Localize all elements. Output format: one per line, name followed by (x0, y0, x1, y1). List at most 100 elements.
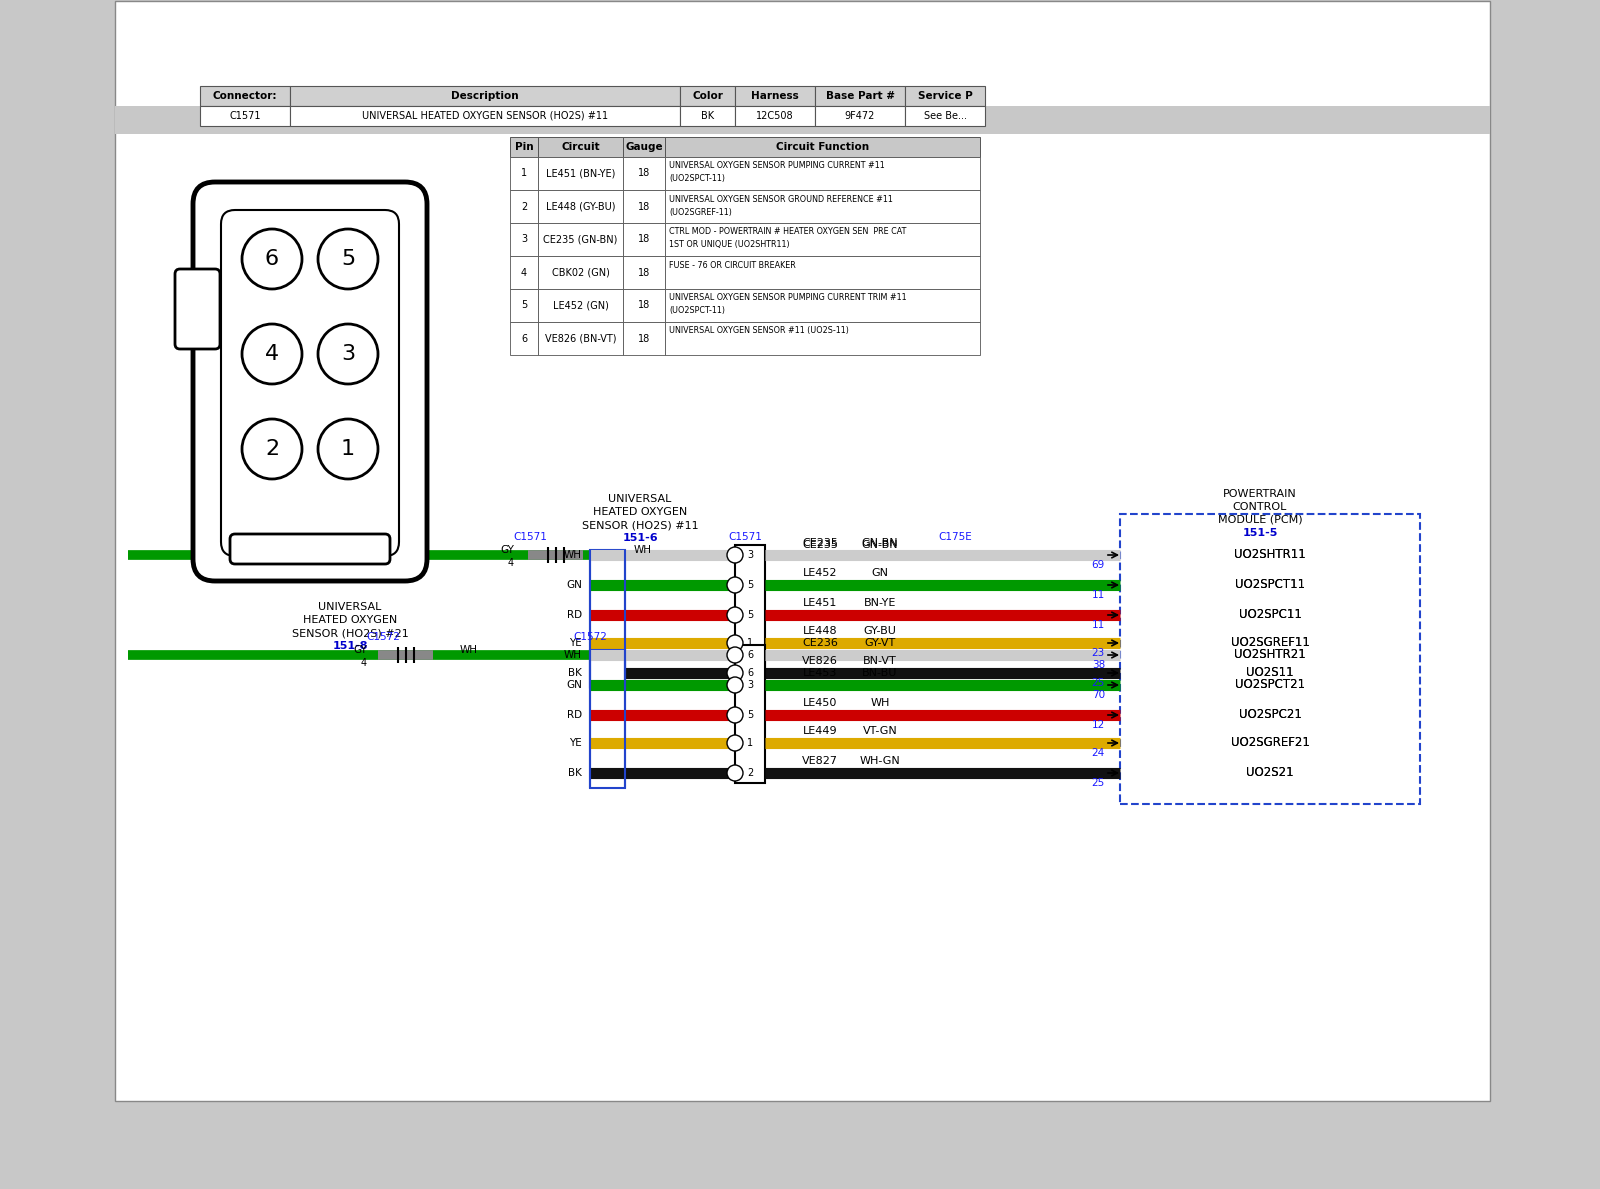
Text: 1: 1 (747, 738, 754, 748)
Text: GN-BN: GN-BN (862, 537, 898, 548)
Bar (115, 106, 1490, 134)
Text: 3: 3 (341, 344, 355, 364)
Bar (622, 137, 666, 157)
Text: 38: 38 (1091, 660, 1106, 669)
Bar (510, 256, 538, 289)
Text: GN-BN: GN-BN (862, 540, 898, 551)
Bar (622, 256, 666, 289)
Bar (538, 256, 622, 289)
Circle shape (726, 765, 742, 781)
Text: BK: BK (568, 768, 582, 778)
Bar (510, 289, 538, 322)
Text: UO2SHTR21: UO2SHTR21 (1234, 648, 1306, 661)
Circle shape (726, 665, 742, 681)
Text: (UO2SPCT-11): (UO2SPCT-11) (669, 307, 725, 315)
Bar (666, 224, 979, 256)
Bar (734, 545, 765, 682)
Text: CE235 (GN-BN): CE235 (GN-BN) (544, 234, 618, 245)
Bar (734, 644, 765, 784)
Bar (115, 1, 1490, 1101)
Text: 70: 70 (1091, 690, 1106, 700)
Text: UO2SGREF21: UO2SGREF21 (1230, 736, 1309, 749)
Text: C1572: C1572 (573, 633, 606, 642)
Text: 5: 5 (747, 710, 754, 721)
Text: 1ST OR UNIQUE (UO2SHTR11): 1ST OR UNIQUE (UO2SHTR11) (669, 240, 790, 250)
Bar (666, 137, 979, 157)
Text: GY: GY (501, 545, 514, 555)
Text: UO2SPCT11: UO2SPCT11 (1235, 579, 1306, 591)
Text: 18: 18 (638, 234, 650, 245)
Bar (622, 224, 666, 256)
Bar (200, 106, 290, 126)
Text: 23: 23 (1091, 648, 1106, 658)
Text: 2: 2 (266, 439, 278, 459)
Text: 3: 3 (747, 551, 754, 560)
Bar (538, 322, 622, 356)
Text: 2: 2 (747, 768, 754, 778)
Text: UNIVERSAL OXYGEN SENSOR PUMPING CURRENT TRIM #11: UNIVERSAL OXYGEN SENSOR PUMPING CURRENT … (669, 294, 907, 302)
Text: GY-BU: GY-BU (864, 625, 896, 636)
Bar (1120, 514, 1421, 804)
FancyBboxPatch shape (221, 210, 398, 556)
Text: HEATED OXYGEN: HEATED OXYGEN (302, 615, 397, 625)
Text: VE826: VE826 (802, 656, 838, 666)
Text: UO2SHTR21: UO2SHTR21 (1234, 648, 1306, 661)
Text: 25: 25 (1091, 678, 1106, 688)
Text: 1: 1 (747, 638, 754, 648)
Bar (290, 86, 680, 106)
Text: 5: 5 (522, 301, 526, 310)
Text: GN: GN (872, 568, 888, 578)
Text: UO2S21: UO2S21 (1246, 767, 1294, 780)
Text: BN-YE: BN-YE (864, 598, 896, 608)
Circle shape (726, 635, 742, 652)
Text: LE452 (GN): LE452 (GN) (552, 301, 608, 310)
Bar (538, 190, 622, 224)
Text: C1571: C1571 (728, 531, 762, 542)
Bar (814, 86, 906, 106)
Text: GY-VT: GY-VT (864, 638, 896, 648)
Text: 1: 1 (341, 439, 355, 459)
Bar (814, 106, 906, 126)
Text: CBK02 (GN): CBK02 (GN) (552, 268, 610, 277)
Text: Harness: Harness (750, 92, 798, 101)
Text: LE453: LE453 (803, 668, 837, 678)
Circle shape (726, 677, 742, 693)
Text: UNIVERSAL: UNIVERSAL (608, 493, 672, 504)
Text: LE451 (BN-YE): LE451 (BN-YE) (546, 169, 614, 178)
Text: CE236: CE236 (802, 638, 838, 648)
Text: UNIVERSAL HEATED OXYGEN SENSOR (HO2S) #11: UNIVERSAL HEATED OXYGEN SENSOR (HO2S) #1… (362, 111, 608, 121)
Text: 4: 4 (522, 268, 526, 277)
Circle shape (726, 735, 742, 751)
Circle shape (242, 323, 302, 384)
Circle shape (318, 323, 378, 384)
Bar (622, 157, 666, 190)
Text: 6: 6 (266, 249, 278, 269)
Text: UO2S21: UO2S21 (1246, 767, 1294, 780)
Bar (622, 190, 666, 224)
Text: WH: WH (563, 650, 582, 660)
Text: BK: BK (568, 668, 582, 678)
Text: Circuit: Circuit (562, 141, 600, 152)
Text: WH-GN: WH-GN (859, 756, 901, 766)
Text: UNIVERSAL OXYGEN SENSOR PUMPING CURRENT #11: UNIVERSAL OXYGEN SENSOR PUMPING CURRENT … (669, 162, 885, 170)
Text: UO2SHTR11: UO2SHTR11 (1234, 548, 1306, 561)
Text: Color: Color (693, 92, 723, 101)
Text: 151-6: 151-6 (622, 533, 658, 543)
Text: WH: WH (461, 644, 478, 655)
FancyBboxPatch shape (230, 534, 390, 564)
Bar (0, 0, 1600, 50)
Circle shape (318, 419, 378, 479)
Bar (680, 106, 734, 126)
Text: 9F472: 9F472 (845, 111, 875, 121)
Text: 18: 18 (638, 201, 650, 212)
Bar (510, 157, 538, 190)
Text: 24: 24 (1091, 748, 1106, 759)
Text: C175E: C175E (938, 531, 971, 542)
Text: FUSE - 76 OR CIRCUIT BREAKER: FUSE - 76 OR CIRCUIT BREAKER (669, 260, 795, 270)
Text: LE450: LE450 (803, 698, 837, 707)
Text: UO2SGREF11: UO2SGREF11 (1230, 636, 1309, 649)
Circle shape (242, 419, 302, 479)
Text: GN: GN (566, 580, 582, 590)
Bar (666, 289, 979, 322)
Text: 151-8: 151-8 (333, 641, 368, 652)
